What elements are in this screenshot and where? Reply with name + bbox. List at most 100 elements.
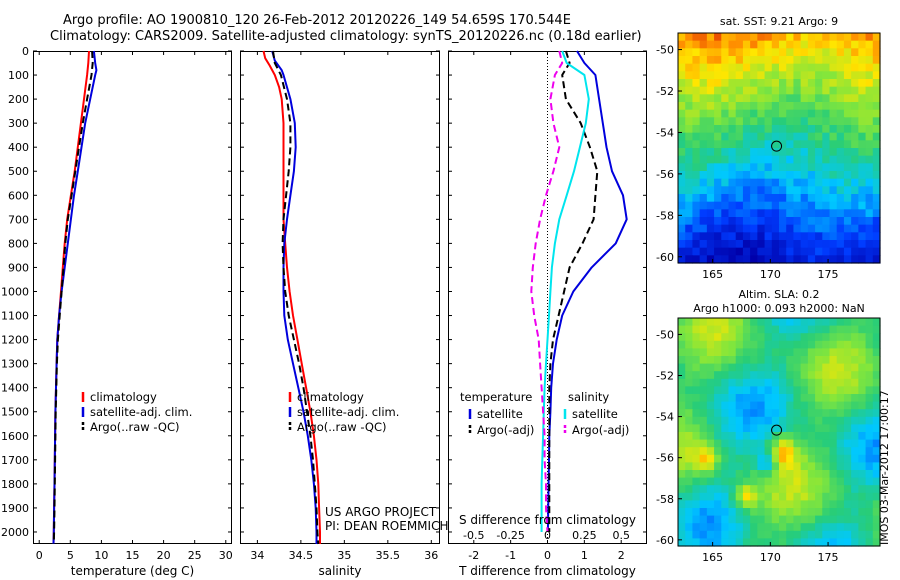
map-cell (793, 63, 802, 72)
map-cell (685, 470, 694, 479)
map-cell (692, 401, 701, 410)
map-cell (685, 232, 694, 241)
map-cell (851, 470, 859, 479)
map-cell (750, 439, 758, 448)
map-cell (721, 409, 730, 418)
map-cell (692, 117, 701, 126)
map-cell (858, 178, 867, 187)
map-cell (851, 40, 859, 49)
map-cell (836, 148, 845, 157)
map-cell (714, 194, 722, 203)
map-cell (865, 454, 874, 463)
map-cell (779, 163, 787, 172)
map-cell (692, 240, 701, 249)
map-cell (678, 194, 686, 203)
map-cell (815, 79, 823, 88)
map-cell (721, 378, 730, 387)
map-cell (779, 247, 787, 256)
map-cell (872, 340, 881, 349)
y-tick-label: 1900 (1, 502, 29, 515)
map-cell (807, 333, 816, 342)
map-cell (742, 63, 751, 72)
map-cell (807, 186, 816, 195)
map-cell (786, 492, 795, 501)
map-cell (786, 33, 795, 42)
map-cell (764, 409, 773, 418)
map-cell (678, 340, 686, 349)
map-cell (750, 340, 758, 349)
map-cell (822, 378, 831, 387)
map-cell (872, 356, 881, 365)
map-cell (822, 56, 831, 65)
map-cell (779, 224, 787, 233)
map-cell (843, 530, 852, 539)
x-tick-label: 10 (94, 549, 108, 562)
map-cell (721, 447, 730, 456)
map-cell (858, 477, 867, 486)
map-cell (764, 186, 773, 195)
map-cell (807, 178, 816, 187)
map-cell (800, 439, 809, 448)
map-cell (807, 201, 816, 210)
map-cell (822, 201, 831, 210)
legend-title-temperature: temperature (460, 390, 532, 404)
map-cell (822, 163, 831, 172)
map-cell (750, 63, 758, 72)
map-cell (872, 454, 881, 463)
y-tick-label: 1300 (1, 358, 29, 371)
map-cell (851, 386, 859, 395)
map-cell (728, 186, 737, 195)
map-cell (699, 194, 708, 203)
map-cell (685, 523, 694, 532)
map-cell (822, 477, 831, 486)
map-cell (843, 439, 852, 448)
map-cell (728, 378, 737, 387)
map-cell (771, 171, 780, 180)
map-cell (714, 232, 722, 241)
map-cell (706, 318, 715, 327)
map-cell (706, 132, 715, 141)
map-cell (858, 132, 867, 141)
map-cell (872, 117, 881, 126)
map-cell (714, 186, 722, 195)
map-cell (714, 508, 722, 517)
map-cell (843, 394, 852, 403)
map-cell (872, 348, 881, 357)
map-cell (678, 378, 686, 387)
map-cell (714, 71, 722, 80)
map-cell (858, 155, 867, 164)
y-tick-label: 600 (8, 189, 29, 202)
map-cell (858, 33, 867, 42)
map-cell (714, 140, 722, 149)
map-cell (865, 240, 874, 249)
map-cell (815, 201, 823, 210)
map-cell (728, 125, 737, 134)
map-cell (822, 530, 831, 539)
map-cell (829, 371, 838, 380)
map-cell (714, 470, 722, 479)
map-cell (872, 63, 881, 72)
map-cell (829, 470, 838, 479)
map-cell (714, 394, 722, 403)
map-cell (699, 538, 708, 547)
map-cell (858, 240, 867, 249)
map-cell (678, 117, 686, 126)
map-cell (865, 492, 874, 501)
map-cell (728, 40, 737, 49)
map-cell (836, 109, 845, 118)
map-cell (771, 432, 780, 441)
map-cell (843, 102, 852, 111)
map-cell (735, 515, 744, 524)
map-cell (800, 363, 809, 372)
map-cell (836, 492, 845, 501)
x-tick-label: 35 (337, 549, 351, 562)
map-cell (728, 477, 737, 486)
map-cell (721, 247, 730, 256)
map-cell (678, 232, 686, 241)
map-cell (793, 378, 802, 387)
map-cell (865, 71, 874, 80)
map-cell (822, 194, 831, 203)
salinity-panel (240, 51, 440, 544)
map-cell (786, 454, 795, 463)
map-cell (800, 485, 809, 494)
